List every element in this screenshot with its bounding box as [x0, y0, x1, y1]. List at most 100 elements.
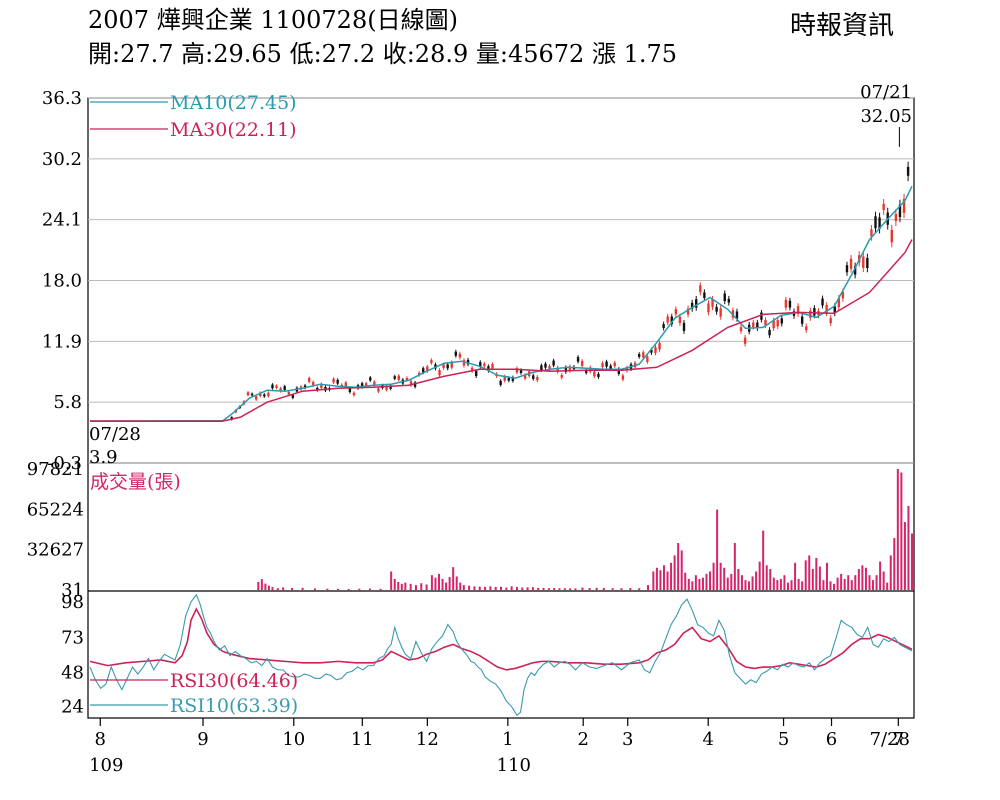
volume-bar — [430, 575, 433, 590]
candle-body — [870, 229, 873, 237]
candle-body — [890, 229, 894, 243]
candle-body — [866, 257, 869, 268]
volume-bar — [687, 578, 690, 590]
x-tick-label: 2 — [577, 729, 588, 750]
rsi-tick-label: 24 — [61, 697, 84, 718]
volume-bar — [673, 555, 676, 590]
candle-body — [267, 392, 270, 397]
volume-bar — [434, 577, 437, 590]
rsi-lines — [89, 593, 913, 716]
volume-bars — [257, 469, 913, 590]
ohlc-summary: 開:27.7 高:29.65 低:27.2 收:28.9 量:45672 漲 1… — [88, 40, 678, 68]
candle-body — [662, 324, 665, 328]
candle-body — [809, 310, 812, 318]
candle-body — [332, 378, 335, 383]
volume-bar — [404, 582, 407, 590]
volume-bar — [801, 581, 804, 590]
candle-body — [291, 395, 295, 398]
candle-body — [385, 385, 388, 390]
price-grid — [88, 97, 914, 464]
candle-body — [727, 298, 731, 303]
volume-bar — [313, 588, 316, 590]
candle-body — [287, 391, 290, 395]
candle-body — [373, 381, 376, 386]
volume-bar — [267, 585, 270, 590]
candle-body — [564, 367, 568, 372]
volume-bar — [652, 571, 655, 590]
volume-bar — [441, 578, 444, 590]
price-tick-label: -0.3 — [47, 453, 82, 474]
candle-body — [275, 385, 278, 388]
volume-bar — [740, 575, 743, 590]
candle-body — [686, 308, 690, 315]
volume-bar — [730, 573, 733, 590]
x-tick-label: 10 — [282, 729, 305, 750]
candle-body — [666, 316, 669, 323]
candle-body — [483, 363, 486, 367]
legends: MA10(27.45) MA30(22.11) 成交量(張) RSI30(64.46)… — [90, 92, 298, 717]
candle-body — [642, 352, 645, 358]
candle-body — [752, 322, 755, 328]
volume-axis: 97821 65224 32627 31 — [27, 459, 84, 601]
volume-bar — [537, 587, 540, 590]
volume-bar — [726, 577, 729, 590]
source-label: 時報資訊 — [790, 11, 895, 41]
volume-bar — [588, 588, 591, 590]
volume-bar — [829, 581, 832, 590]
candle-body — [413, 382, 417, 387]
candle-body — [658, 343, 661, 350]
candle-body — [466, 359, 470, 365]
volume-bar — [864, 567, 867, 590]
volume-bar — [811, 569, 814, 590]
volume-bar — [666, 571, 669, 590]
price-tick-label: 36.3 — [42, 88, 82, 109]
rsi-tick-label: 73 — [61, 627, 84, 648]
volume-bar — [574, 588, 577, 590]
candle-body — [772, 320, 775, 329]
candle-body — [654, 347, 657, 354]
candle-body — [821, 298, 824, 306]
volume-bar — [893, 538, 896, 590]
candle-body — [617, 368, 621, 374]
volume-bar — [326, 588, 329, 590]
candle-body — [674, 309, 678, 315]
volume-bar — [712, 562, 715, 590]
candle-body — [479, 362, 482, 367]
candle-body — [499, 380, 502, 385]
candle-body — [417, 372, 421, 376]
volume-bar — [850, 580, 853, 590]
candle-body — [711, 299, 714, 307]
volume-bar — [882, 571, 885, 590]
volume-bar — [907, 505, 910, 590]
candle-body — [503, 376, 506, 381]
candle-body — [405, 377, 409, 381]
volume-bar — [390, 571, 393, 590]
candle-body — [678, 316, 682, 323]
volume-tick-label: 65224 — [27, 499, 84, 520]
volume-bar — [647, 585, 650, 590]
volume-bar — [409, 583, 412, 590]
volume-bar — [484, 586, 487, 590]
candle-body — [250, 393, 254, 396]
rsi10-line — [89, 593, 913, 716]
volume-bar — [397, 581, 400, 590]
volume-bar — [505, 587, 508, 590]
candle-body — [605, 361, 608, 367]
volume-bar — [301, 587, 304, 590]
candle-body — [556, 367, 559, 372]
volume-bar — [400, 583, 403, 590]
volume-bar — [611, 588, 614, 590]
volume-bar — [769, 569, 772, 590]
candle-body — [695, 299, 698, 308]
candle-body — [597, 373, 600, 378]
rsi-tick-label: 98 — [61, 592, 84, 613]
candle-body — [882, 203, 885, 211]
candle-body — [784, 299, 788, 308]
volume-tick-label: 97821 — [27, 459, 84, 480]
volume-bar — [368, 588, 371, 590]
volume-bar — [659, 570, 662, 590]
candle-body — [470, 367, 474, 371]
volume-bar — [448, 577, 451, 590]
candle-body — [613, 362, 616, 367]
volume-bar — [772, 577, 775, 590]
